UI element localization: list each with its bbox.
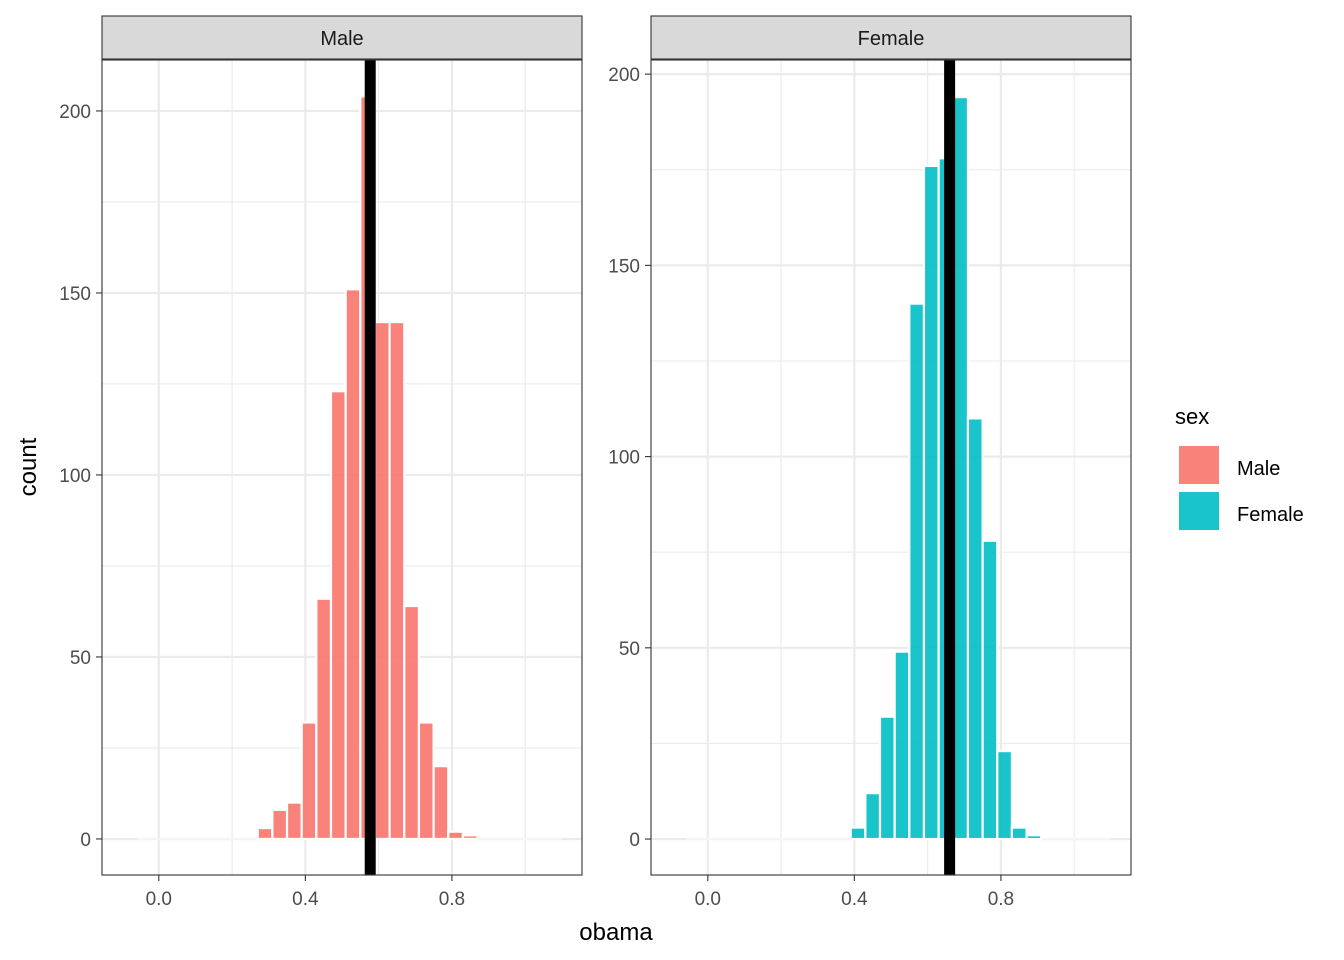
legend-label-male: Male <box>1237 458 1280 480</box>
legend-key-male <box>1179 446 1219 484</box>
histogram-bar <box>908 302 926 841</box>
x-tick-label: 0.4 <box>292 889 319 910</box>
y-tick-label: 200 <box>608 65 640 86</box>
strip-background <box>650 15 1132 60</box>
histogram-bar <box>981 539 999 841</box>
y-tick-label: 100 <box>608 448 640 469</box>
histogram-bar <box>893 650 911 841</box>
x-axis-label: obama <box>579 919 653 946</box>
histogram-bar <box>271 808 289 841</box>
histogram-bar <box>922 164 940 841</box>
histogram-bar <box>447 830 465 841</box>
x-tick-label: 0.8 <box>988 889 1014 910</box>
histogram-bar <box>1010 826 1028 841</box>
histogram-bar <box>952 95 970 841</box>
panel-male: 0 50 100 150 200 0.0 0.4 0.8 Male <box>59 15 583 910</box>
strip-background <box>101 15 583 60</box>
panel-border <box>650 59 1132 876</box>
legend-label-female: Female <box>1237 504 1304 526</box>
legend: sex Male Female <box>1175 404 1304 530</box>
histogram-bar <box>344 288 362 841</box>
y-tick-label: 150 <box>608 256 640 277</box>
x-tick-label: 0.4 <box>841 889 868 910</box>
y-tick-label: 50 <box>70 648 91 669</box>
y-tick-label: 0 <box>629 830 640 851</box>
histogram-bar <box>388 320 406 841</box>
histogram-bar <box>256 826 274 841</box>
y-tick-label: 50 <box>619 639 640 660</box>
histogram-bar <box>329 390 347 841</box>
histogram-bar <box>1025 834 1043 841</box>
histogram-bar <box>878 715 896 841</box>
histogram-bar <box>432 765 450 841</box>
histogram-bar <box>315 597 333 841</box>
histogram-bar <box>849 826 867 841</box>
y-tick-label: 0 <box>80 830 91 851</box>
legend-title: sex <box>1175 404 1209 429</box>
histogram-bar <box>417 721 435 841</box>
histogram-bar <box>285 801 303 841</box>
y-tick-label: 200 <box>59 102 91 123</box>
histogram-bar <box>373 320 391 841</box>
panel-border <box>101 59 583 876</box>
panel-female: 0 50 100 150 200 0.0 0.4 0.8 Female <box>608 15 1132 910</box>
legend-key-female <box>1179 492 1219 530</box>
strip-label: Female <box>858 28 925 50</box>
y-axis-label: count <box>15 437 42 496</box>
x-tick-label: 0.0 <box>695 889 721 910</box>
histogram-bar <box>300 721 318 841</box>
histogram-bar <box>403 604 421 841</box>
x-tick-label: 0.0 <box>146 889 172 910</box>
y-tick-label: 100 <box>59 466 91 487</box>
x-tick-label: 0.8 <box>439 889 465 910</box>
histogram-bar <box>864 792 882 841</box>
histogram-bar <box>966 417 984 841</box>
histogram-bar <box>996 749 1014 841</box>
histogram-bar <box>461 834 479 841</box>
y-tick-label: 150 <box>59 284 91 305</box>
strip-label: Male <box>320 28 363 50</box>
